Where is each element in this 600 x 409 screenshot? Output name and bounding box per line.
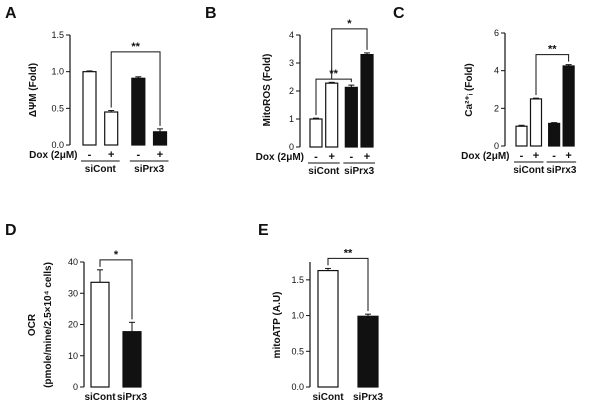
y-tick-label: 3 [289,58,294,68]
group-label: siCont [85,164,117,175]
significance-label: ** [131,41,140,53]
y-tick-label: 40 [68,257,78,267]
panel-label: B [205,5,217,22]
bar [82,71,97,146]
panel-e: E 0.0 0.5 1.0 1.5 mitoATP (A.U) ** siCont siPrx3 [258,222,383,403]
dose-sign-label: + [157,149,163,161]
dose-sign-label: + [328,151,334,163]
group-label: siCont [308,166,340,177]
category-label: siPrx3 [353,392,383,403]
bar [317,269,339,388]
treatment-label: Dox (2μM) [256,152,304,163]
y-axis-label: mitoATP (A.U) [272,292,283,359]
bar [104,111,119,146]
bar [122,331,142,388]
dose-sign-label: + [565,150,571,162]
dose-sign-label: - [552,150,556,162]
panel-label: E [258,222,269,239]
significance-bracket [99,259,133,320]
panel-d: D 0 10 20 30 40 OCR (pmole/mine/2.5×10⁴ cells) *… [5,222,147,403]
dose-sign-label: - [349,151,353,163]
bar [344,86,358,148]
group-label: siPrx3 [134,164,164,175]
group-label: siPrx3 [546,165,576,176]
significance-label: * [347,18,352,30]
y-tick-label: 0.0 [291,382,304,392]
y-axis-label: Ca²⁺ᵢ (Fold) [464,63,475,116]
group-label: siPrx3 [344,166,374,177]
significance-label: ** [329,68,338,80]
y-axis-label-units: (pmole/mine/2.5×10⁴ cells) [43,262,54,388]
y-axis-label: MitoROS (Fold) [262,54,273,127]
significance-bracket [110,51,161,126]
bar [529,98,543,147]
bar [357,315,379,388]
y-tick-label: 20 [68,320,78,330]
category-label: siCont [84,392,116,403]
y-tick-label: 2 [494,103,499,113]
panel-label: A [5,5,17,22]
dose-sign-label: - [314,151,318,163]
significance-bracket [535,54,570,96]
dose-sign-label: + [108,149,114,161]
bar [131,77,146,146]
dose-sign-label: - [136,149,140,161]
y-axis-label: OCR [27,313,38,336]
y-tick-label: 0.5 [291,346,304,356]
bar [90,281,110,388]
significance-bracket [331,28,368,80]
y-tick-label: 2 [289,86,294,96]
bar [152,131,168,146]
category-label: siCont [312,392,344,403]
y-tick-label: 1.0 [291,311,304,321]
y-tick-label: 6 [494,28,499,38]
significance-label: * [114,249,119,261]
y-tick-label: 30 [68,288,78,298]
treatment-label: Dox (2μM) [461,151,509,162]
significance-bracket [315,78,352,116]
y-tick-label: 1.0 [51,67,64,77]
category-label: siPrx3 [117,392,147,403]
group-label: siCont [513,165,545,176]
significance-label: ** [344,247,353,259]
y-tick-label: 4 [494,66,499,76]
dose-sign-label: + [533,150,539,162]
bar [562,65,575,147]
y-tick-label: 1 [289,114,294,124]
bar [360,53,374,148]
y-tick-label: 0 [289,142,294,152]
dose-sign-label: + [364,151,370,163]
panel-label: D [5,222,17,239]
y-tick-label: 1.5 [51,30,64,40]
y-tick-label: 0.0 [51,140,64,150]
y-tick-label: 1.5 [291,275,304,285]
treatment-label: Dox (2μM) [29,150,77,161]
y-tick-label: 0 [494,141,499,151]
y-axis-label: ΔΨM (Fold) [28,63,39,117]
y-tick-label: 10 [68,351,78,361]
bar [325,82,339,148]
y-tick-label: 4 [289,30,294,40]
panel-label: C [393,5,405,22]
y-tick-label: 0 [73,382,78,392]
bar [309,118,323,148]
bar [548,122,561,147]
dose-sign-label: - [520,150,524,162]
dose-sign-label: - [88,149,92,161]
bar [515,125,528,147]
significance-label: ** [548,44,557,56]
y-tick-label: 0.5 [51,103,64,113]
significance-bracket [327,257,369,312]
